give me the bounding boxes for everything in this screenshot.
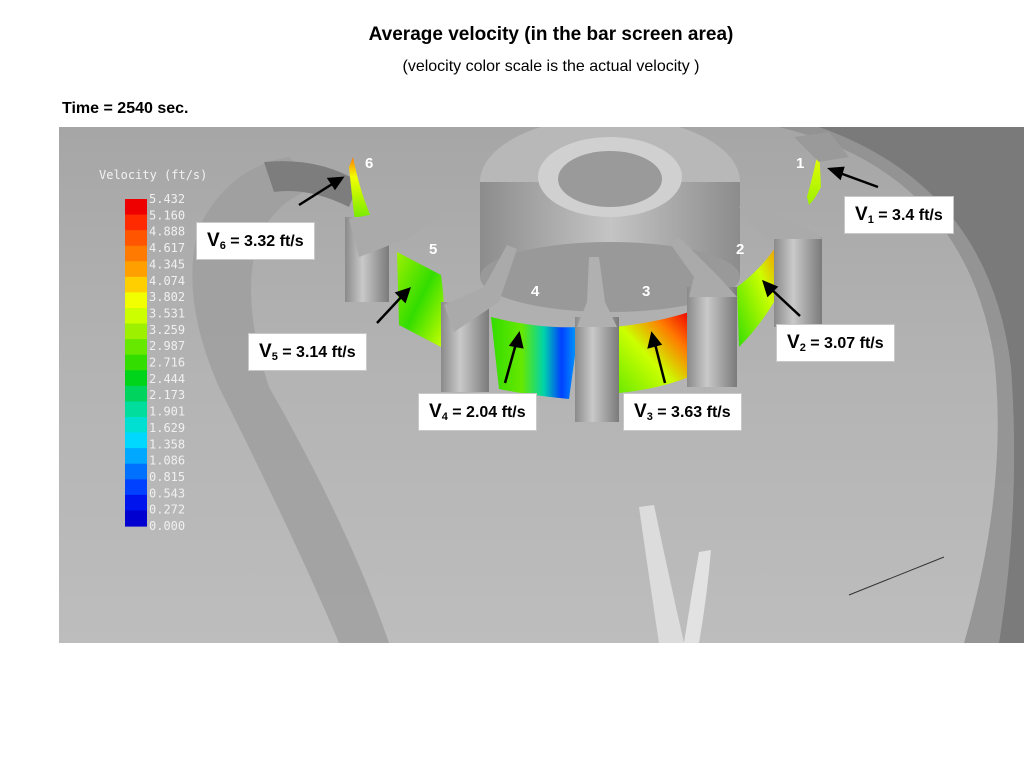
legend-swatch xyxy=(125,510,147,527)
bay-number-2: 2 xyxy=(736,241,744,258)
legend-title: Velocity (ft/s) xyxy=(99,168,207,182)
arrow-4-head xyxy=(508,331,524,349)
legend-tick-label: 0.000 xyxy=(149,519,185,533)
callout-v2: V2 = 3.07 ft/s xyxy=(776,324,895,362)
legend-swatch xyxy=(125,339,147,356)
arrows xyxy=(298,166,879,384)
legend-swatch xyxy=(125,448,147,465)
screen-1 xyxy=(807,147,821,205)
channel-lip-left xyxy=(264,161,359,207)
screen-5 xyxy=(397,252,444,347)
legend-swatch xyxy=(125,479,147,496)
legend-tick-label: 5.432 xyxy=(149,192,185,206)
legend-tick-label: 5.160 xyxy=(149,208,185,222)
legend-tick-label: 4.345 xyxy=(149,257,185,271)
bay-number-4: 4 xyxy=(531,283,540,300)
legend-swatch xyxy=(125,432,147,449)
arrow-5 xyxy=(376,293,405,324)
thin-line xyxy=(848,556,945,596)
legend-tick-label: 0.543 xyxy=(149,486,185,500)
legend-swatch xyxy=(125,323,147,340)
callout-v3: V3 = 3.63 ft/s xyxy=(623,393,742,431)
callout-v4: V4 = 2.04 ft/s xyxy=(418,393,537,431)
legend-tick-label: 2.173 xyxy=(149,388,185,402)
legend-swatch xyxy=(125,308,147,325)
bay-number-1: 1 xyxy=(796,155,804,172)
screen-3 xyxy=(615,312,689,393)
legend-swatch xyxy=(125,463,147,480)
legend-tick-label: 0.272 xyxy=(149,503,185,517)
legend-swatch xyxy=(125,261,147,278)
arrow-5-head xyxy=(394,287,411,304)
bay-number-3: 3 xyxy=(642,283,650,300)
baffle-plate-left xyxy=(639,505,684,643)
legend-swatch xyxy=(125,385,147,403)
arrow-3-head xyxy=(647,331,663,349)
pillar-top-right xyxy=(794,132,849,162)
bay-number-5: 5 xyxy=(429,241,437,258)
pillar-left-outer xyxy=(345,192,455,302)
page-title: Average velocity (in the bar screen area… xyxy=(368,24,734,45)
legend-swatch xyxy=(125,417,147,434)
legend-swatch xyxy=(125,494,147,512)
channel-wall-left xyxy=(192,157,389,643)
arrow-6-head xyxy=(326,176,345,191)
hub-base xyxy=(480,242,740,312)
arrow-2 xyxy=(769,287,801,317)
screen-4 xyxy=(491,317,579,399)
legend-tick-label: 0.815 xyxy=(149,470,185,484)
legend-swatch xyxy=(125,292,147,309)
baffle-plate-right xyxy=(684,550,711,643)
legend-tick-label: 4.074 xyxy=(149,274,185,288)
legend-swatch xyxy=(125,199,147,216)
legend-swatch xyxy=(125,354,147,371)
bay-number-6: 6 xyxy=(365,155,373,172)
legend-swatch xyxy=(125,230,147,247)
legend-tick-label: 3.531 xyxy=(149,306,185,320)
callout-v5: V5 = 3.14 ft/s xyxy=(248,333,367,371)
arrow-1 xyxy=(836,170,879,189)
legend-tick-label: 1.629 xyxy=(149,421,185,435)
callout-v1: V1 = 3.4 ft/s xyxy=(844,196,954,234)
legend-swatch xyxy=(125,245,147,262)
legend-swatch xyxy=(125,214,147,231)
legend-swatch xyxy=(125,370,147,387)
legend-tick-label: 2.444 xyxy=(149,372,185,386)
screen-6 xyxy=(349,157,374,223)
screen-2 xyxy=(737,239,781,347)
legend-tick-label: 3.259 xyxy=(149,323,185,337)
pillar-left-inner xyxy=(441,245,517,392)
arrow-1-head xyxy=(826,166,845,181)
velocity-legend: Velocity (ft/s) 5.432 5.160 4.888 4.617 4.34… xyxy=(99,168,207,533)
callout-v6: V6 = 3.32 ft/s xyxy=(196,222,315,260)
pillar-right-outer xyxy=(739,202,824,327)
channel-wall-right-inner xyxy=(819,127,1024,643)
channel-wall-right xyxy=(779,127,1024,643)
pillar-right-inner xyxy=(669,237,737,387)
arrow-6 xyxy=(298,179,338,207)
legend-tick-label: 1.901 xyxy=(149,405,185,419)
page-subtitle: (velocity color scale is the actual velo… xyxy=(402,58,700,75)
legend-tick-label: 1.086 xyxy=(149,454,185,468)
arrow-3 xyxy=(652,339,667,384)
arrow-4 xyxy=(503,339,519,384)
hub-opening xyxy=(558,151,662,207)
legend-tick-label: 1.358 xyxy=(149,437,185,451)
arrow-2-head xyxy=(762,279,779,298)
pillar-center xyxy=(575,257,619,422)
legend-tick-label: 4.888 xyxy=(149,225,185,239)
legend-tick-label: 2.987 xyxy=(149,339,185,353)
legend-tick-label: 4.617 xyxy=(149,241,185,255)
legend-tick-label: 3.802 xyxy=(149,290,185,304)
legend-tick-label: 2.716 xyxy=(149,356,185,370)
legend-swatch xyxy=(125,276,147,294)
legend-swatch xyxy=(125,401,147,418)
time-label: Time = 2540 sec. xyxy=(62,100,189,117)
